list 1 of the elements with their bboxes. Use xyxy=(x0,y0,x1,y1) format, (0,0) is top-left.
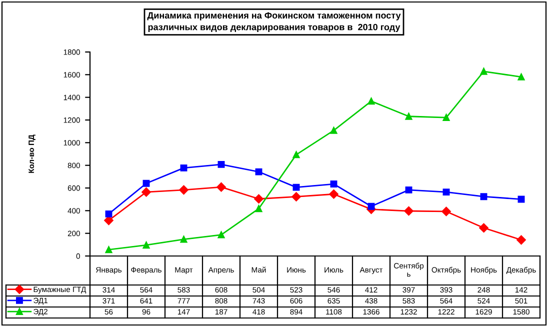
chart-title: Динамика применения на Фокинском таможенном посту различных видов декларирования товаров в 2010 году xyxy=(147,12,401,32)
